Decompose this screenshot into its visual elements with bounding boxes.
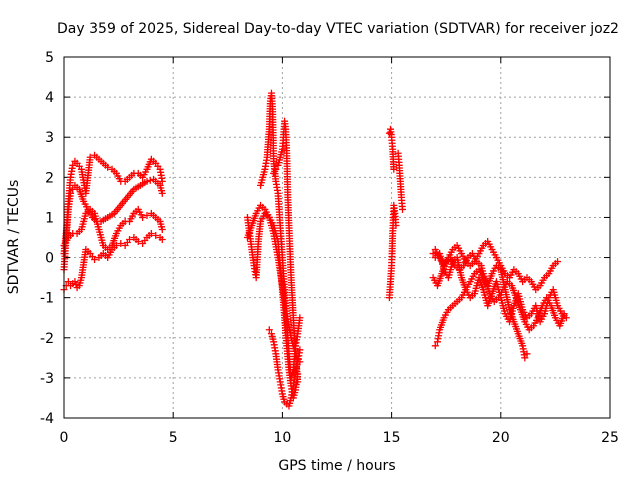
data-point <box>86 153 94 161</box>
data-point <box>134 238 142 246</box>
data-point <box>392 221 400 229</box>
x-axis-label: GPS time / hours <box>278 458 395 474</box>
data-point <box>270 169 278 177</box>
x-tick-label: 15 <box>383 430 401 446</box>
data-point <box>69 161 77 169</box>
series-track-b-wide <box>243 201 304 366</box>
y-tick-label: -3 <box>40 371 54 387</box>
data-point <box>158 177 166 185</box>
x-tick-label: 0 <box>60 430 69 446</box>
data-point <box>64 278 72 286</box>
data-point <box>431 342 439 350</box>
data-point-interp <box>146 176 154 184</box>
series-track-d-cross <box>429 250 568 334</box>
data-point-interp <box>72 281 80 289</box>
data-point <box>67 189 75 197</box>
data-point <box>126 236 134 244</box>
x-tick-label: 5 <box>169 430 178 446</box>
y-tick-label: 5 <box>45 50 54 66</box>
data-point <box>143 177 151 185</box>
data-point <box>390 165 398 173</box>
y-tick-label: 3 <box>45 130 54 146</box>
y-tick-label: 2 <box>45 170 54 186</box>
plot-area-frame <box>63 56 611 419</box>
data-point <box>112 242 120 250</box>
y-tick-labels: -4 -3 -2 -1 0 1 2 3 4 5 <box>40 50 54 427</box>
series-track-a-lower <box>60 229 166 294</box>
series-track-c-left <box>385 201 400 302</box>
data-point <box>158 225 166 233</box>
data-point <box>147 229 155 237</box>
x-tick-label: 10 <box>273 430 291 446</box>
data-point <box>69 185 77 193</box>
y-tick-label: -4 <box>40 411 54 427</box>
data-point <box>523 350 531 358</box>
data-point <box>158 189 166 197</box>
series-track-c-right <box>394 149 407 213</box>
data-point <box>91 256 99 264</box>
y-tick-label: -1 <box>40 291 54 307</box>
data-point <box>399 205 407 213</box>
y-tick-label: -2 <box>40 331 54 347</box>
x-tick-labels: 0 5 10 15 20 25 <box>60 430 619 446</box>
data-point <box>521 354 529 362</box>
data-point <box>554 258 562 266</box>
data-point <box>265 326 273 334</box>
x-tick-label: 25 <box>601 430 619 446</box>
data-point <box>152 231 160 239</box>
series-track-d-lower <box>431 262 531 362</box>
y-tick-label: 4 <box>45 90 54 106</box>
data-point <box>104 163 112 171</box>
data-point <box>296 346 304 354</box>
data-point <box>139 213 147 221</box>
data-point <box>296 314 304 322</box>
data-point <box>272 165 280 173</box>
data-point <box>117 240 125 248</box>
series-track-a-middle <box>60 205 166 254</box>
y-tick-label: 1 <box>45 210 54 226</box>
series-track-c-upper <box>385 125 398 173</box>
x-tick-label: 20 <box>492 430 510 446</box>
data-point <box>143 211 151 219</box>
y-axis-label: SDTVAR / TECUs <box>6 180 22 295</box>
chart-title: Day 359 of 2025, Sidereal Day-to-day VTE… <box>57 21 619 37</box>
data-points <box>60 89 570 410</box>
data-point <box>71 278 79 286</box>
series-track-a-upper-secondary <box>60 175 166 274</box>
data-point <box>296 358 304 366</box>
data-point <box>560 310 568 318</box>
data-point <box>429 250 437 258</box>
data-point <box>562 314 570 322</box>
data-point <box>158 236 166 244</box>
y-tick-label: 0 <box>45 251 54 267</box>
